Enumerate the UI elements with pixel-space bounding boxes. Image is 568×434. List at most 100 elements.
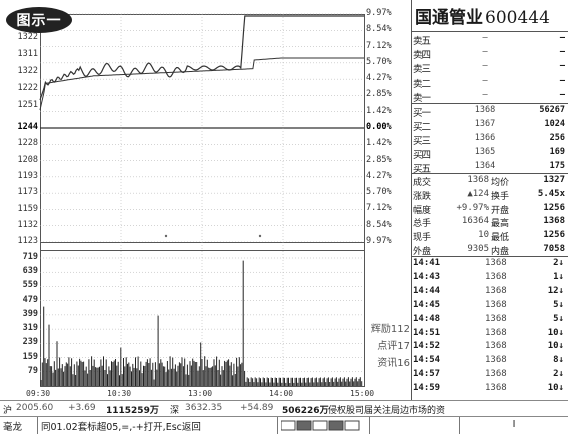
tick-price: 1368 xyxy=(485,313,507,324)
sh-label: 沪 xyxy=(3,406,13,416)
sz-amount: 506226万 xyxy=(282,406,329,416)
tick-time: 14:51 xyxy=(413,327,441,338)
buy-order-row: 买一 1368 56267 xyxy=(411,104,568,119)
sell-order-row: 卖二 — — xyxy=(411,75,568,90)
info-link[interactable]: 资讯16 xyxy=(377,358,410,369)
tick-time: 14:43 xyxy=(413,271,441,282)
stat-value: ▲124 xyxy=(467,188,489,199)
percent-axis-label: 5.70% xyxy=(366,56,392,67)
percent-axis-label: 2.85% xyxy=(366,89,392,100)
tick-time: 14:52 xyxy=(413,341,441,352)
app-name-cell: 毫龙 xyxy=(0,417,38,434)
order-level-label: 买五 xyxy=(413,164,431,175)
stat-label: 总手 xyxy=(413,219,432,230)
tick-row: 14:41 1368 2↓ xyxy=(411,257,568,272)
command-bar: 毫龙 同01.02套标超05,=,-+打开,Esc返回 I xyxy=(0,416,568,434)
order-price: — xyxy=(482,33,488,43)
intraday-chart-panel[interactable]: 1322 1311 1322 1222 1251 1244 1228 1208 1193 1173… xyxy=(0,0,410,400)
order-price: 1368 xyxy=(474,105,496,115)
tick-price: 1368 xyxy=(485,285,507,296)
chart-title-badge: 图示一 xyxy=(6,7,72,33)
order-volume: — xyxy=(559,47,565,58)
price-axis-label: 1159 xyxy=(17,203,38,214)
tick-price: 1368 xyxy=(485,341,507,352)
sz-change: +54.89 xyxy=(240,403,274,413)
percent-axis-label: 9.97% xyxy=(366,8,392,18)
percent-axis-label: 8.54% xyxy=(366,24,392,35)
tick-row: 14:54 1368 8↓ xyxy=(411,354,568,369)
price-axis-label: 1208 xyxy=(17,154,38,165)
time-axis-label: 14:00 xyxy=(269,389,294,398)
quote-stat-row: 现手 10 最低 1256 xyxy=(411,229,568,244)
volume-axis-label: 79 xyxy=(27,365,38,376)
price-axis-label: 1193 xyxy=(17,170,38,181)
info-link[interactable]: 点评17 xyxy=(377,341,410,352)
volume-axis-label: 639 xyxy=(22,266,38,277)
intraday-chart[interactable] xyxy=(0,0,410,400)
percent-axis-label: 2.85% xyxy=(366,154,392,165)
volume-axis-label: 719 xyxy=(22,252,38,262)
tick-price: 1368 xyxy=(485,369,507,380)
tick-time: 14:59 xyxy=(413,383,441,394)
order-level-label: 买二 xyxy=(413,122,431,133)
chart-marker-dot xyxy=(258,234,262,238)
buy-order-row: 买五 1364 175 xyxy=(411,160,568,175)
order-level-label: 卖三 xyxy=(413,64,431,76)
tick-row: 14:45 1368 5↓ xyxy=(411,299,568,314)
quote-stat-row: 外盘 9305 内盘 7058 xyxy=(411,243,568,258)
volume-axis-label: 159 xyxy=(22,351,38,362)
sh-change: +3.69 xyxy=(68,403,96,413)
tick-volume: 2↓ xyxy=(553,369,564,380)
price-axis-label: 1222 xyxy=(17,83,38,93)
order-volume: 1024 xyxy=(544,119,565,129)
quote-stat-row: 成交 1368 均价 1327 xyxy=(411,174,568,189)
order-price: 1365 xyxy=(474,147,496,157)
news-ticker[interactable]: 侵权股司届关注局边市场的资 xyxy=(328,406,446,416)
percent-axis-label: 4.27% xyxy=(366,73,392,84)
average-price-line xyxy=(39,57,364,111)
quote-stat-row: 总手 16364 最高 1368 xyxy=(411,215,568,230)
volume-axis-label: 239 xyxy=(22,337,38,348)
tick-volume: 8↓ xyxy=(553,355,564,366)
order-level-label: 买四 xyxy=(413,150,431,161)
order-volume: — xyxy=(559,33,565,43)
price-axis-label: 1173 xyxy=(17,187,38,198)
info-link[interactable]: 辉励112 xyxy=(370,324,410,335)
command-hint: 同01.02套标超05,=,-+打开,Esc返回 xyxy=(38,417,278,434)
order-price: — xyxy=(482,47,488,58)
tick-row: 14:44 1368 12↓ xyxy=(411,285,568,300)
order-level-label: 买一 xyxy=(413,108,431,119)
tick-row: 14:52 1368 10↓ xyxy=(411,340,568,355)
order-volume: — xyxy=(559,75,565,86)
order-level-label: 卖四 xyxy=(413,50,431,62)
tick-price: 1368 xyxy=(485,271,507,282)
order-volume: — xyxy=(559,89,565,100)
stat-label: 均价 xyxy=(491,178,510,188)
order-price: — xyxy=(482,75,488,86)
sh-amount: 1115259万 xyxy=(106,406,159,416)
quote-panel-frame xyxy=(411,0,568,400)
stat-label: 外盘 xyxy=(413,247,432,257)
stat-value: 16364 xyxy=(461,216,489,227)
progress-cell xyxy=(278,417,370,434)
sh-index: 2005.60 xyxy=(16,403,54,413)
buy-order-row: 买三 1366 256 xyxy=(411,132,568,147)
stat-value: 7058 xyxy=(543,244,565,254)
tick-volume: 5↓ xyxy=(553,299,564,310)
indicator-cell: I xyxy=(512,419,516,430)
price-line xyxy=(39,15,364,101)
tick-volume: 1↓ xyxy=(553,271,564,282)
time-axis-label: 15:00 xyxy=(350,389,375,398)
stat-value: 1256 xyxy=(543,230,565,241)
sz-index: 3632.35 xyxy=(185,403,223,413)
volume-axis-label: 319 xyxy=(22,323,38,334)
price-axis-label: 1244 xyxy=(17,122,38,132)
stat-label: 换手 xyxy=(491,191,510,202)
stat-label: 幅度 xyxy=(413,205,432,216)
stock-code: 600444 xyxy=(485,8,550,28)
tick-price: 1368 xyxy=(485,327,507,338)
stat-value: 5.45x xyxy=(537,188,565,199)
tick-price: 1368 xyxy=(485,299,507,310)
order-price: — xyxy=(482,61,488,72)
cursor-cell xyxy=(370,417,460,434)
